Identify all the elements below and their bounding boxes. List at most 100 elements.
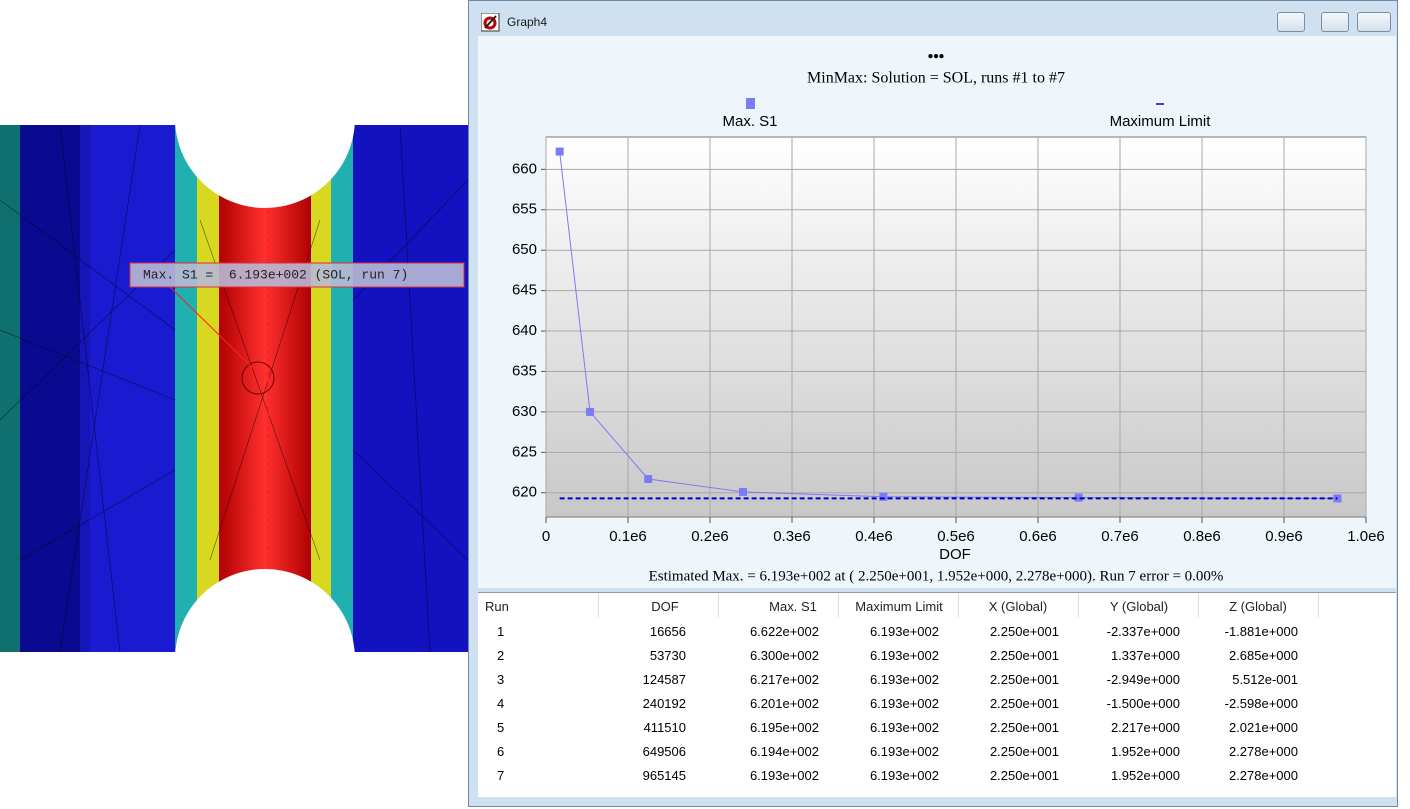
data-point [555,147,564,156]
model-label: Max. S1 = 6.193e+002 (SOL, run 7) [143,267,408,282]
band [90,125,175,652]
table-cell: 6.193e+002 [749,768,819,783]
table-cell: 1.952e+000 [1110,768,1180,783]
y-tick-label: 650 [512,241,537,258]
table-cell: -2.598e+000 [1224,696,1298,711]
table-cell: 2.250e+001 [989,768,1059,783]
table-cell: 2.278e+000 [1228,768,1298,783]
table-cell: 6.193e+002 [869,672,939,687]
table-cell: -2.337e+000 [1106,624,1180,639]
table-cell: 2.250e+001 [989,648,1059,663]
table-cell: 6 [497,744,505,759]
column-divider [1198,593,1199,617]
table-cell: 6.193e+002 [869,648,939,663]
table-cell: 6.193e+002 [869,696,939,711]
window-title: Graph4 [507,15,548,29]
table-cell: -2.949e+000 [1106,672,1180,687]
table-cell: 1.952e+000 [1110,744,1180,759]
table-cell: 7 [497,768,505,783]
band [197,125,219,652]
table-cell: 2.217e+000 [1110,720,1180,735]
y-tick-label: 660 [512,160,537,177]
maximize-button[interactable] [1321,12,1349,32]
table-cell: 2.250e+001 [989,744,1059,759]
table-cell: 124587 [642,672,686,687]
y-tick-label: 640 [512,322,537,339]
app-icon [481,13,500,32]
notch [175,28,355,208]
x-tick-label: 0.4e6 [855,528,893,545]
x-tick-label: 0.5e6 [937,528,975,545]
table-cell: 6.201e+002 [749,696,819,711]
table-cell: -1.500e+000 [1106,696,1180,711]
column-divider [1318,593,1319,617]
column-divider [598,593,599,617]
data-point [644,475,653,483]
table-cell: 411510 [643,720,686,735]
table-cell: 2.278e+000 [1228,744,1298,759]
legend-label: Max. S1 [722,113,777,130]
table-cell: 6.193e+002 [869,720,939,735]
band [219,125,311,652]
table-cell: 240192 [642,696,686,711]
notch [175,569,355,749]
table-cell: 2.021e+000 [1228,720,1298,735]
results-table: Run DOF Max. S1 Maximum Limit X (Global) Y (G… [478,592,1396,797]
column-header: X (Global) [988,599,1048,614]
band [331,125,353,652]
table-cell: 965145 [642,768,686,783]
table-cell: 1 [497,624,505,639]
x-axis-label: DOF [939,546,971,563]
x-tick-label: 0.8e6 [1183,528,1221,545]
x-tick-label: 0 [542,528,550,545]
table-cell: 5 [497,720,505,735]
table-cell: 2.250e+001 [989,696,1059,711]
band [175,125,197,652]
column-divider [838,593,839,617]
minimize-button[interactable] [1277,12,1305,32]
column-header: Max. S1 [769,599,817,614]
y-tick-label: 625 [512,443,537,460]
column-header: Run [485,599,509,614]
data-point [586,407,595,416]
x-tick-label: 0.1e6 [609,528,647,545]
data-point [738,487,747,496]
table-cell: 6.194e+002 [749,744,819,759]
table-cell: 1.337e+000 [1110,648,1180,663]
x-tick-label: 0.7e6 [1101,528,1139,545]
table-cell: 3 [497,672,505,687]
band [353,125,468,652]
mesh [0,124,468,653]
table-cell: 2.250e+001 [989,672,1059,687]
annotation: Estimated Max. = 6.193e+002 at ( 2.250e+… [649,568,1224,584]
fea-model: Max. S1 = 6.193e+002 (SOL, run 7) [0,28,468,749]
table-cell: 6.195e+002 [749,720,819,735]
legend-label: Maximum Limit [1110,113,1212,130]
band [311,125,331,652]
table-cell: 4 [497,696,505,711]
x-tick-label: 0.9e6 [1265,528,1303,545]
x-tick-label: 0.3e6 [773,528,811,545]
y-tick-label: 645 [512,282,537,299]
table-cell: 6.193e+002 [869,744,939,759]
x-tick-label: 1.0e6 [1347,528,1385,545]
data-point [1074,493,1083,502]
leader [169,286,256,371]
table-cell: 6.622e+002 [749,624,819,639]
close-button[interactable] [1357,12,1391,32]
chart-title: MinMax: Solution = SOL, runs #1 to #7 [807,70,1065,87]
table-cell: 2.685e+000 [1228,648,1298,663]
x-tick-label: 0.6e6 [1019,528,1057,545]
chart-header: ••• [928,49,945,66]
table-cell: 5.512e-001 [1232,672,1298,687]
y-tick-label: 630 [512,403,537,420]
table-cell: 2.250e+001 [989,624,1059,639]
y-tick-label: 635 [512,362,537,379]
y-tick-label: 620 [512,484,537,501]
max-marker [241,361,275,395]
table-cell: 6.300e+002 [749,648,819,663]
column-divider [1078,593,1079,617]
table-cell: 649506 [642,744,686,759]
